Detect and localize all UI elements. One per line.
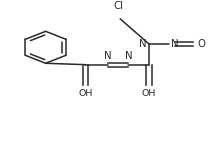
Text: N: N	[171, 39, 179, 49]
Text: N: N	[139, 39, 147, 49]
Text: N: N	[104, 51, 112, 61]
Text: N: N	[125, 51, 132, 61]
Text: O: O	[198, 39, 206, 49]
Text: OH: OH	[142, 89, 156, 98]
Text: Cl: Cl	[113, 1, 123, 11]
Text: OH: OH	[78, 89, 93, 98]
